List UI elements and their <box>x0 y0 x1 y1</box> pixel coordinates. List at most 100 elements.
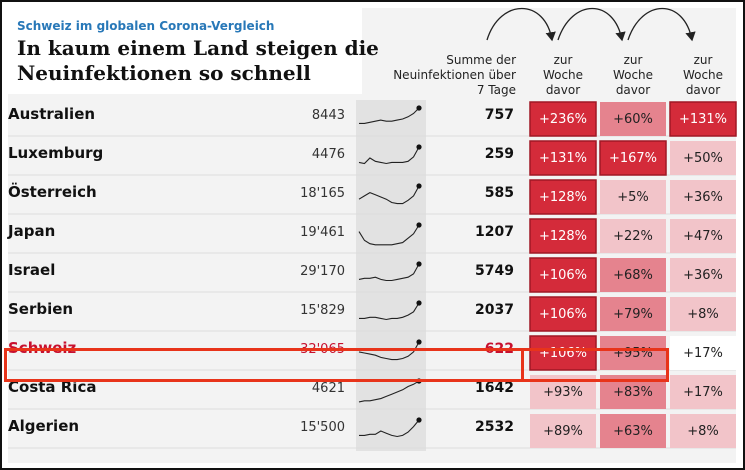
sum-value: 2037 <box>475 302 514 318</box>
change-cell-bg <box>670 336 736 370</box>
sparkline-schweiz <box>358 341 420 361</box>
sum-value: 1642 <box>475 380 514 396</box>
change-cell-bg <box>530 414 596 448</box>
column-header-sum-line-1: Summe der <box>446 53 516 67</box>
change-cell-bg <box>529 218 597 254</box>
change-cell-bg <box>529 335 597 371</box>
column-header-week-1-line-1: zur <box>553 53 573 67</box>
column-header-week-1: zur Woche davor <box>530 53 596 98</box>
sparkline-australien <box>359 107 420 124</box>
change-cell-bg <box>529 296 597 332</box>
title-box <box>8 8 362 94</box>
change-value: +167% <box>608 150 658 166</box>
sparkline-algerien <box>359 419 420 438</box>
change-cell-bg <box>529 101 597 137</box>
population-value: 15'500 <box>300 420 345 435</box>
country-label: Costa Rica <box>8 378 97 396</box>
sum-value: 259 <box>484 146 514 162</box>
change-value: +17% <box>683 384 723 400</box>
population-value: 29'170 <box>300 264 345 279</box>
column-header-week-1-line-2: Woche <box>542 68 584 82</box>
arrow-3 <box>627 7 696 42</box>
highlight-frame-left <box>4 348 524 382</box>
column-header-week-3-line-1: zur <box>693 53 713 67</box>
column-header-week-2-line-1: zur <box>623 53 643 67</box>
change-cell-bg <box>529 140 597 176</box>
change-value: +36% <box>683 189 723 205</box>
change-value: +89% <box>543 423 583 439</box>
arrow-1 <box>486 7 556 42</box>
headline-line-2: Neuinfektionen so schnell <box>17 61 311 85</box>
sparkline-column <box>356 100 426 451</box>
population-value: 4476 <box>311 147 345 162</box>
change-cell-bg <box>600 414 666 448</box>
sparkline-israel <box>358 263 420 282</box>
kicker: Schweiz im globalen Corona-Vergleich <box>17 19 275 33</box>
population-value: 15'829 <box>300 303 345 318</box>
sparkline-endpoint <box>416 183 422 189</box>
change-cell-bg <box>670 141 736 175</box>
population-value: 4621 <box>311 381 345 396</box>
change-value: +47% <box>683 228 723 244</box>
country-label: Österreich <box>8 183 97 201</box>
change-value: +128% <box>538 189 588 205</box>
arrow-2 <box>557 7 626 42</box>
column-header-week-2: zur Woche davor <box>600 53 666 98</box>
change-cell-bg <box>529 257 597 293</box>
change-value: +79% <box>613 306 653 322</box>
change-value: +93% <box>543 384 583 400</box>
sparkline-endpoint <box>416 222 422 228</box>
column-header-week-1-line-3: davor <box>545 83 581 97</box>
change-value: +131% <box>538 150 588 166</box>
change-cell-bg <box>599 140 667 176</box>
sum-value: 5749 <box>475 263 514 279</box>
change-value: +8% <box>687 306 719 322</box>
country-label: Luxemburg <box>8 144 104 162</box>
change-cell-bg <box>669 101 737 137</box>
column-header-sum: Summe der Neuinfektionen über 7 Tage <box>380 53 516 98</box>
sum-value: 1207 <box>475 224 514 240</box>
column-header-week-2-line-2: Woche <box>612 68 654 82</box>
headline-line-1: In kaum einem Land steigen die <box>17 36 379 60</box>
change-value: +236% <box>538 111 588 127</box>
change-value: +17% <box>683 345 723 361</box>
country-label: Algerien <box>8 417 80 435</box>
headline: In kaum einem Land steigen die Neuinfekt… <box>17 36 379 86</box>
change-value: +8% <box>687 423 719 439</box>
change-value: +36% <box>683 267 723 283</box>
change-cell-bg <box>529 179 597 215</box>
change-cell-bg <box>670 219 736 253</box>
column-header-week-2-line-3: davor <box>615 83 651 97</box>
change-cell-bg <box>670 297 736 331</box>
sum-value: 585 <box>484 185 514 201</box>
country-label: Japan <box>8 222 56 240</box>
population-value: 8443 <box>311 108 345 123</box>
change-cell-bg <box>670 258 736 292</box>
population-value: 18'165 <box>300 186 345 201</box>
change-cell-bg <box>600 102 666 136</box>
sparkline-endpoint <box>416 339 422 345</box>
change-value: +22% <box>613 228 653 244</box>
column-header-sum-line-2: Neuinfektionen über <box>393 68 516 82</box>
change-value: +106% <box>538 306 588 322</box>
change-value: +68% <box>613 267 653 283</box>
change-cell-bg <box>600 297 666 331</box>
sum-value: 757 <box>484 107 514 123</box>
sparkline-endpoint <box>416 300 422 306</box>
change-value: +83% <box>613 384 653 400</box>
change-cell-bg <box>600 219 666 253</box>
change-value: +128% <box>538 228 588 244</box>
country-label: Israel <box>8 261 56 279</box>
sparkline-japan <box>358 224 420 246</box>
country-label: Australien <box>8 105 96 123</box>
sparkline-costa-rica <box>358 380 420 403</box>
change-cell-bg <box>670 375 736 409</box>
change-cell-bg <box>670 180 736 214</box>
change-cell-bg <box>600 336 666 370</box>
country-label: Serbien <box>8 300 74 318</box>
change-value: +131% <box>678 111 728 127</box>
column-header-week-3-line-3: davor <box>685 83 721 97</box>
change-value: +50% <box>683 150 723 166</box>
